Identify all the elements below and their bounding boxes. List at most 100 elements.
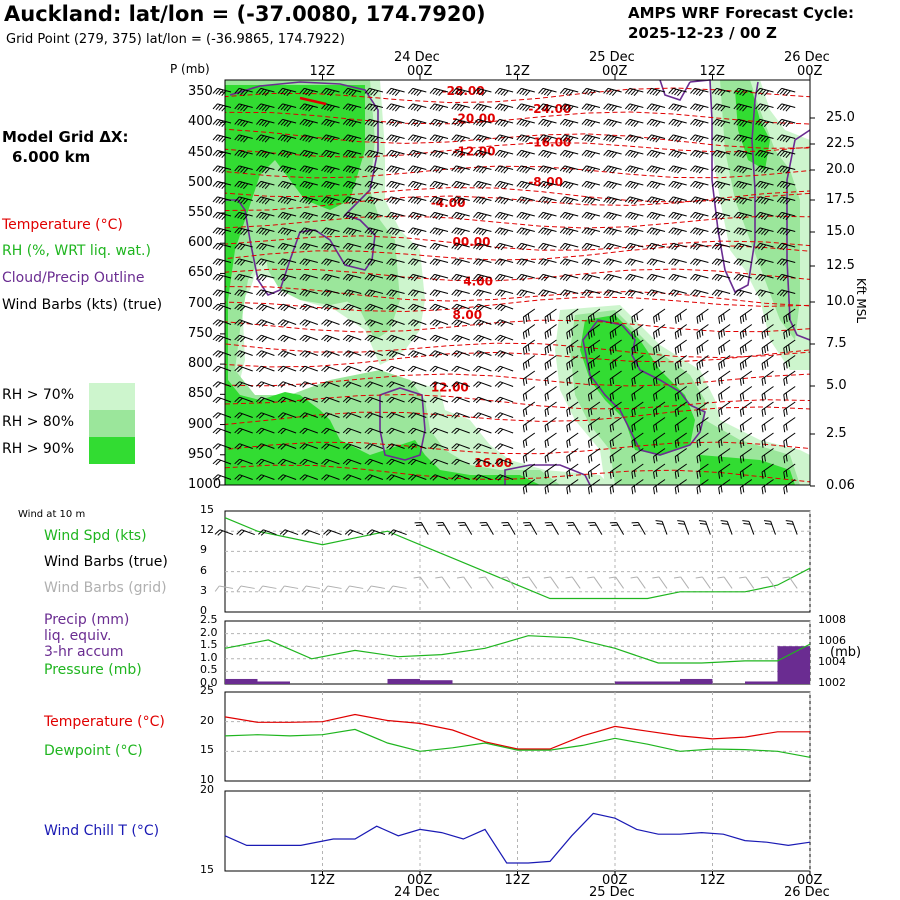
wind-barb	[646, 103, 666, 112]
wind-barb	[566, 417, 579, 433]
time-tick-top-label: 12Z	[504, 64, 530, 79]
wind-barb	[364, 350, 384, 358]
wind-barb	[256, 396, 275, 404]
wind-barb	[544, 370, 557, 386]
wind-barb	[696, 417, 709, 433]
date-top-label: 25 Dec	[589, 50, 635, 65]
wind-barb	[668, 196, 687, 205]
wind-barb	[386, 180, 405, 190]
wind-barb	[234, 273, 253, 282]
pressure-right-tick-label: 1008	[818, 613, 846, 626]
wind-barb	[277, 118, 297, 128]
wind-barb	[559, 289, 579, 297]
height-axis-title: Kft MSL	[854, 278, 868, 324]
wind-barb	[451, 134, 470, 143]
wind-barb	[299, 149, 318, 159]
wind-tick-label: 15	[200, 503, 214, 516]
wind-barb	[386, 103, 405, 112]
precip-bar	[387, 678, 420, 684]
wind-barb	[603, 103, 622, 112]
wind-barb	[755, 289, 774, 297]
precip-accum-label: 3-hr accum	[44, 644, 124, 660]
wind-barb	[631, 386, 644, 402]
wind-barb	[473, 427, 492, 435]
wind-barb	[776, 134, 796, 143]
pressure-tick-label: 700	[188, 295, 213, 311]
pressure-line	[224, 635, 811, 664]
wind-barb	[739, 308, 753, 324]
wind-barb	[234, 303, 253, 312]
wind-barb	[733, 180, 752, 190]
wind-barb	[494, 474, 514, 481]
wind-barb	[494, 273, 514, 282]
windchill-tick-label: 20	[200, 783, 214, 796]
wind-barb	[690, 258, 709, 266]
wind-barb	[407, 273, 427, 282]
surface-wind-barb-true	[258, 529, 277, 536]
wind-barb	[277, 211, 297, 221]
wind-barb	[624, 289, 644, 297]
surface-wind-barb-grid	[608, 576, 625, 589]
cloud-outline-top	[659, 79, 691, 101]
wind-barb	[566, 479, 579, 495]
wind-barb	[364, 289, 384, 297]
time-tick-bottom-label: 00Z	[797, 873, 823, 888]
wind-barb	[733, 242, 752, 251]
precip-tick-label: 0.0	[200, 676, 218, 689]
wind-barb	[516, 118, 535, 128]
wind-barb	[631, 432, 644, 448]
wind-barb	[429, 412, 449, 419]
wind-barb	[299, 118, 318, 128]
wind-barb	[522, 401, 536, 417]
wind-barb	[277, 273, 297, 282]
dewpoint-label: Dewpoint (°C)	[44, 743, 143, 759]
wind-barb	[653, 386, 666, 402]
wind-barb	[299, 303, 318, 312]
wind-barb	[234, 258, 253, 266]
wind-barb	[256, 134, 275, 143]
wind-barb	[783, 463, 796, 479]
wind-barb	[516, 134, 535, 143]
wind-barb	[739, 417, 753, 433]
wind-barb	[783, 432, 796, 448]
wind-barb	[342, 289, 362, 297]
wind-barb	[473, 334, 492, 343]
wind-barb	[364, 180, 384, 190]
wind-barb	[516, 258, 535, 266]
wind-barb	[733, 103, 752, 112]
time-tick-top-label: 00Z	[602, 64, 628, 79]
wind-barb	[234, 350, 253, 358]
wind-barb	[609, 479, 622, 495]
wind-barb	[653, 448, 666, 464]
grid-point-subtitle: Grid Point (279, 375) lat/lon = (-36.986…	[6, 32, 345, 47]
wind-barb	[494, 396, 514, 404]
forecast-cycle-line2: 2025-12-23 / 00 Z	[628, 24, 777, 42]
wind-barb	[674, 355, 687, 371]
wind-barb	[624, 103, 644, 112]
wind-barb	[674, 432, 687, 448]
wind-barb	[603, 211, 622, 221]
wind-barb	[646, 149, 666, 159]
wind-barb	[321, 474, 340, 481]
wind-barb	[407, 165, 427, 174]
wind-barb	[299, 196, 318, 205]
wind-barb	[566, 386, 579, 402]
surface-wind-barb-grid	[652, 576, 668, 589]
wind-barb	[342, 87, 362, 97]
wind-barb	[212, 443, 232, 450]
wind-barb	[342, 443, 362, 450]
wind-barb	[581, 118, 601, 128]
wind-barb	[544, 463, 557, 479]
wind-barb	[429, 134, 449, 143]
wind-barb	[559, 211, 579, 221]
wind-barb	[776, 196, 796, 205]
rh90-area-middle	[580, 315, 695, 455]
wind-barb	[624, 273, 644, 282]
wind-barb	[407, 474, 427, 481]
wind-barb	[234, 103, 253, 112]
height-tick-label: 0.06	[826, 478, 855, 493]
wind-barb	[407, 381, 427, 388]
wind-barb	[739, 355, 753, 371]
wind-barb	[761, 463, 774, 479]
wind-barb	[429, 242, 449, 251]
